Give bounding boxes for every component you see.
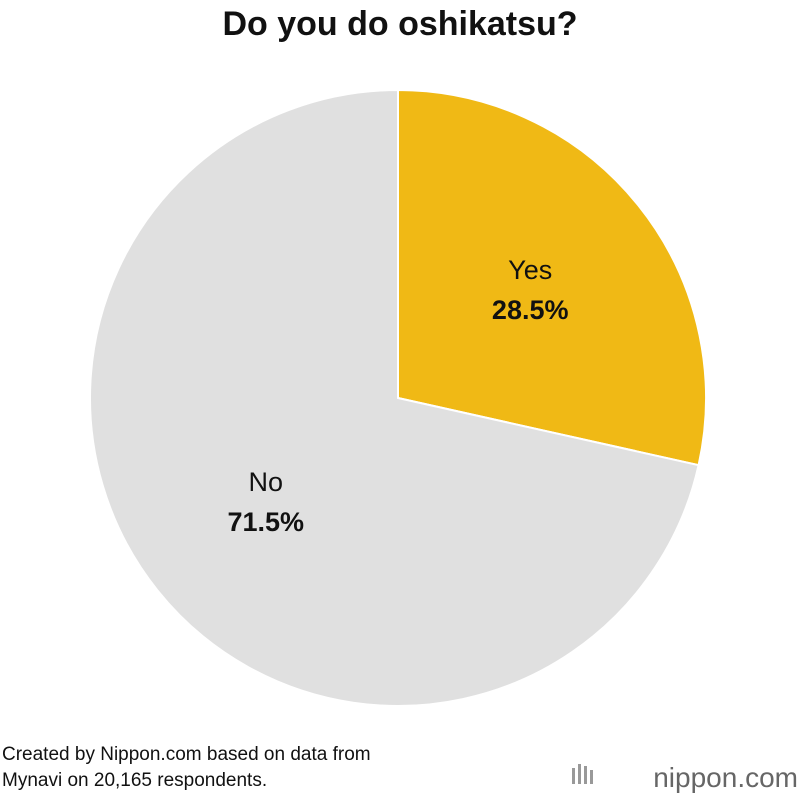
- logo-icon: [572, 764, 593, 784]
- slice-value-label: 71.5%: [228, 507, 305, 537]
- slice-label: No: [249, 467, 284, 497]
- pie-slice: [89, 88, 700, 707]
- source-note: Created by Nippon.com based on data from…: [2, 744, 371, 791]
- slice-value-label: 28.5%: [492, 295, 569, 325]
- logo: nippon.com: [653, 762, 798, 793]
- chart-title: Do you do oshikatsu?: [222, 5, 577, 43]
- pie-slice: [397, 88, 707, 467]
- slice-label: Yes: [508, 255, 552, 285]
